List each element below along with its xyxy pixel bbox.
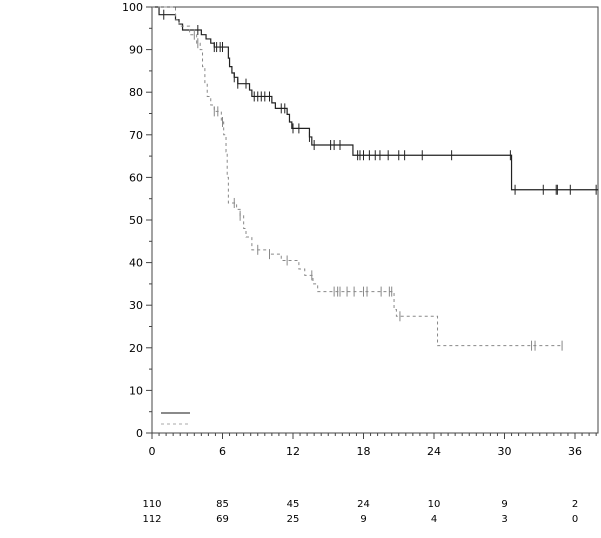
x-tick-label: 30 — [498, 445, 512, 458]
at-risk-value: 69 — [216, 514, 229, 525]
at-risk-value: 9 — [501, 499, 507, 510]
curve-group-2 — [152, 6, 564, 347]
x-tick-label: 18 — [357, 445, 371, 458]
at-risk-value: 3 — [501, 514, 507, 525]
at-risk-value: 45 — [287, 499, 300, 510]
survival-curves — [152, 6, 599, 351]
at-risk-value: 2 — [572, 499, 578, 510]
x-tick-label: 12 — [286, 445, 300, 458]
y-tick-label: 50 — [129, 214, 143, 227]
at-risk-value: 0 — [572, 514, 578, 525]
y-tick-label: 90 — [129, 44, 143, 57]
y-tick-label: 0 — [136, 427, 143, 440]
y-tick-label: 30 — [129, 299, 143, 312]
number-at-risk-table: 110 85 45 24 10 9 2 112 69 25 9 4 3 0 — [142, 499, 578, 525]
x-tick-label: 0 — [149, 445, 156, 458]
axes: 0 10 20 30 40 50 60 70 80 90 100 0 6 12 18 24 30 36 — [122, 1, 599, 458]
y-tick-label: 60 — [129, 171, 143, 184]
x-tick-label: 36 — [568, 445, 582, 458]
at-risk-value: 9 — [360, 514, 366, 525]
at-risk-value: 112 — [142, 514, 161, 525]
at-risk-value: 85 — [216, 499, 229, 510]
at-risk-value: 110 — [142, 499, 161, 510]
plot-frame — [151, 6, 599, 434]
at-risk-value: 10 — [428, 499, 441, 510]
legend — [161, 412, 190, 425]
x-tick-label: 6 — [219, 445, 226, 458]
y-tick-label: 80 — [129, 86, 143, 99]
curve-group-1 — [152, 6, 599, 191]
y-tick-label: 70 — [129, 129, 143, 142]
y-tick-label: 20 — [129, 342, 143, 355]
at-risk-value: 4 — [431, 514, 437, 525]
x-tick-label: 24 — [427, 445, 441, 458]
at-risk-value: 25 — [287, 514, 300, 525]
y-tick-label: 10 — [129, 384, 143, 397]
at-risk-value: 24 — [357, 499, 370, 510]
y-tick-label: 40 — [129, 257, 143, 270]
y-tick-label: 100 — [122, 1, 143, 14]
